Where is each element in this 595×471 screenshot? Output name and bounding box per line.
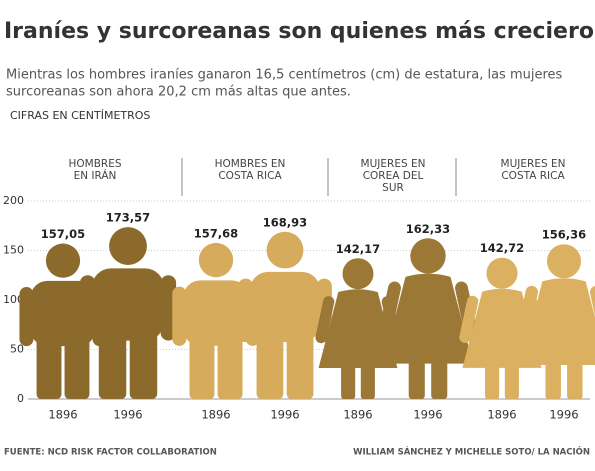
y-tick-label: 50	[10, 343, 24, 356]
value-label: 168,93	[263, 215, 307, 229]
leg	[64, 336, 90, 399]
x-tick-label: 1896	[201, 408, 230, 422]
value-label: 157,68	[194, 226, 238, 240]
arm	[19, 287, 34, 347]
x-tick-label: 1996	[549, 408, 578, 422]
x-tick-label: 1896	[487, 408, 516, 422]
leg	[256, 332, 284, 399]
head	[410, 238, 446, 274]
figure	[79, 227, 177, 399]
dress	[383, 273, 473, 364]
figure	[238, 231, 332, 399]
y-tick-label: 200	[3, 194, 24, 207]
unit-label: CIFRAS EN CENTÍMETROS	[10, 109, 150, 122]
source: FUENTE: NCD RISK FACTOR COLLABORATION	[4, 448, 217, 458]
head	[546, 244, 582, 279]
dress	[520, 278, 595, 365]
group-label: HOMBRES	[68, 158, 121, 170]
group-label: COSTA RICA	[218, 170, 282, 182]
leg	[341, 365, 356, 399]
x-tick-label: 1996	[113, 408, 142, 422]
value-label: 173,57	[106, 211, 150, 225]
group-label: HOMBRES EN	[215, 158, 286, 170]
x-tick-label: 1996	[413, 408, 442, 422]
leg	[98, 330, 127, 399]
value-label: 157,05	[41, 227, 85, 241]
x-tick-label: 1996	[270, 408, 299, 422]
y-tick-label: 100	[3, 293, 24, 306]
torso	[30, 280, 96, 347]
arm	[160, 275, 177, 341]
y-tick-label: 150	[3, 244, 24, 257]
credit: WILLIAM SÁNCHEZ Y MICHELLE SOTO/ LA NACI…	[353, 446, 590, 458]
figure	[459, 257, 545, 399]
subtitle-line: Mientras los hombres iraníes ganaron 16,…	[6, 68, 563, 83]
arm	[517, 285, 538, 338]
arm	[238, 278, 254, 343]
leg	[189, 336, 215, 399]
group-label: EN IRÁN	[74, 169, 117, 182]
leg	[217, 336, 243, 399]
head	[486, 257, 518, 289]
figure	[517, 244, 595, 399]
leg	[545, 361, 561, 399]
head	[109, 227, 147, 265]
head	[45, 243, 81, 278]
group-label: COREA DEL	[363, 170, 424, 182]
leg	[36, 336, 62, 399]
group-label: COSTA RICA	[501, 170, 565, 182]
arm	[79, 275, 96, 341]
leg	[360, 365, 375, 399]
leg	[567, 361, 583, 399]
arm	[379, 281, 401, 336]
arm	[172, 286, 187, 346]
arm	[315, 296, 335, 344]
value-label: 142,17	[336, 242, 380, 256]
subtitle-line: surcoreanas son ahora 20,2 cm más altas …	[6, 85, 351, 100]
leg	[485, 365, 500, 399]
figure	[379, 238, 477, 399]
leg	[408, 360, 425, 399]
chart-title: Iraníes y surcoreanas son quienes más cr…	[4, 19, 595, 44]
x-tick-label: 1896	[48, 408, 77, 422]
x-tick-label: 1896	[343, 408, 372, 422]
group-label: SUR	[382, 182, 404, 194]
value-label: 142,72	[480, 241, 524, 255]
arm	[459, 295, 479, 343]
dress	[462, 288, 542, 368]
value-label: 156,36	[542, 228, 586, 242]
head	[266, 231, 304, 269]
group-label: MUJERES EN	[501, 158, 566, 170]
leg	[504, 365, 519, 399]
group-label: MUJERES EN	[361, 158, 426, 170]
torso	[183, 280, 249, 346]
leg	[286, 332, 314, 399]
torso	[91, 268, 165, 341]
y-tick-label: 0	[17, 392, 24, 405]
leg	[129, 330, 158, 399]
torso	[249, 271, 321, 343]
leg	[431, 360, 448, 399]
head	[198, 242, 234, 278]
head	[342, 258, 374, 290]
value-label: 162,33	[406, 222, 450, 236]
dress	[318, 289, 398, 369]
